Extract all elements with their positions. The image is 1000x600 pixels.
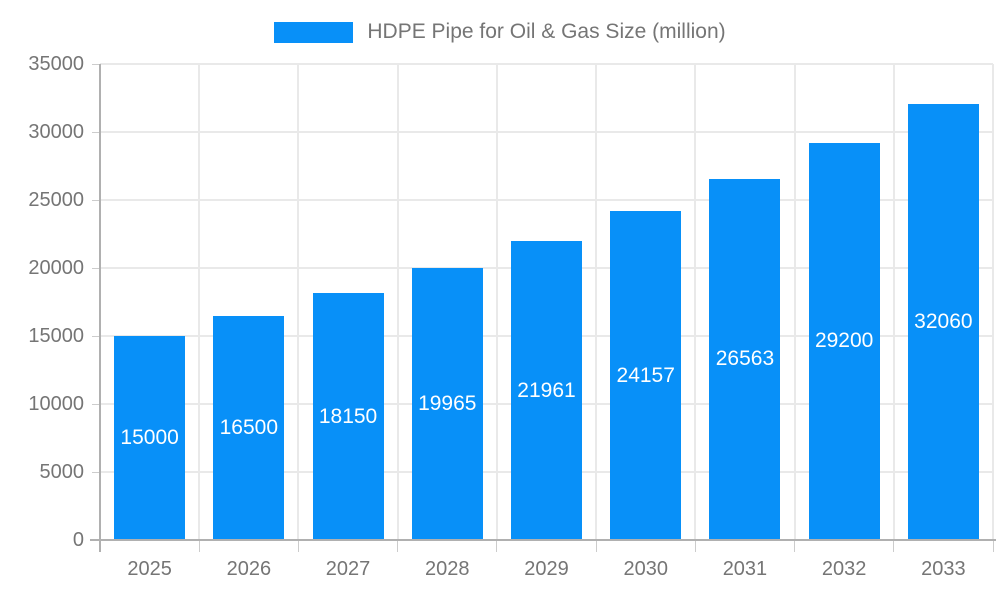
y-tick [92,63,100,65]
x-gridline [297,64,300,540]
x-axis-label: 2025 [127,558,172,580]
x-gridline [694,64,697,540]
bar-2033[interactable]: 32060 [907,103,979,540]
bar-value-label: 24157 [616,363,675,387]
x-axis-label: 2033 [921,558,966,580]
x-tick [893,540,895,552]
bar-value-label: 15000 [120,426,179,449]
y-axis-label: 5000 [39,461,85,483]
bar-value-label: 26563 [715,347,775,371]
y-tick [92,471,100,473]
x-gridline [595,64,598,540]
x-tick [397,540,399,552]
bar-2030[interactable]: 24157 [610,211,682,540]
x-tick [595,540,597,552]
x-gridline [495,64,498,540]
y-axis-label: 10000 [28,393,84,415]
x-tick [992,540,994,552]
x-gridline [198,64,201,540]
y-axis-label: 25000 [28,189,84,211]
y-axis-label: 35000 [28,53,84,75]
bar-2028[interactable]: 19965 [411,268,483,540]
bar-value-label: 19965 [418,392,477,416]
y-tick [92,335,100,337]
y-tick [92,403,100,405]
bar-2031[interactable]: 26563 [709,178,781,540]
x-tick [198,540,200,552]
x-tick [297,540,299,552]
bar-value-label: 18150 [318,404,378,428]
y-axis-label: 20000 [28,257,84,279]
y-tick [92,267,100,269]
bar-2029[interactable]: 21961 [511,241,582,540]
chart-legend[interactable]: HDPE Pipe for Oil & Gas Size (million) [0,18,1000,46]
x-tick [496,540,498,552]
x-axis-label: 2027 [325,558,371,580]
y-axis-label: 30000 [28,121,84,143]
bar-value-label: 29200 [814,329,874,353]
legend-label: HDPE Pipe for Oil & Gas Size (million) [367,20,726,43]
bar-2027[interactable]: 18150 [312,293,384,540]
y-tick [92,131,100,133]
y-axis-label: 15000 [28,325,84,347]
x-tick [694,540,696,552]
x-gridline [992,64,994,540]
y-gridline [100,63,993,65]
x-axis-label: 2029 [524,558,569,580]
x-axis-line [90,539,996,541]
y-axis-line [99,64,101,552]
x-gridline [892,64,895,540]
bar-value-label: 16500 [219,415,279,439]
x-gridline [396,64,399,540]
bar-value-label: 21961 [517,378,576,402]
x-axis-label: 2031 [722,558,768,580]
x-tick [794,540,796,552]
legend-swatch[interactable] [274,21,354,43]
y-gridline [100,131,993,133]
bar-2032[interactable]: 29200 [808,142,880,540]
x-axis-label: 2028 [425,558,470,580]
bar-value-label: 32060 [914,309,973,333]
bar-2025[interactable]: 15000 [114,336,186,540]
y-gridline [100,199,993,201]
x-axis-label: 2032 [821,558,867,580]
x-gridline [793,64,796,540]
y-tick [92,199,100,201]
y-axis-label: 0 [72,529,84,551]
x-axis-label: 2026 [226,558,272,580]
bar-2026[interactable]: 16500 [213,315,285,540]
x-axis-label: 2030 [623,558,668,580]
